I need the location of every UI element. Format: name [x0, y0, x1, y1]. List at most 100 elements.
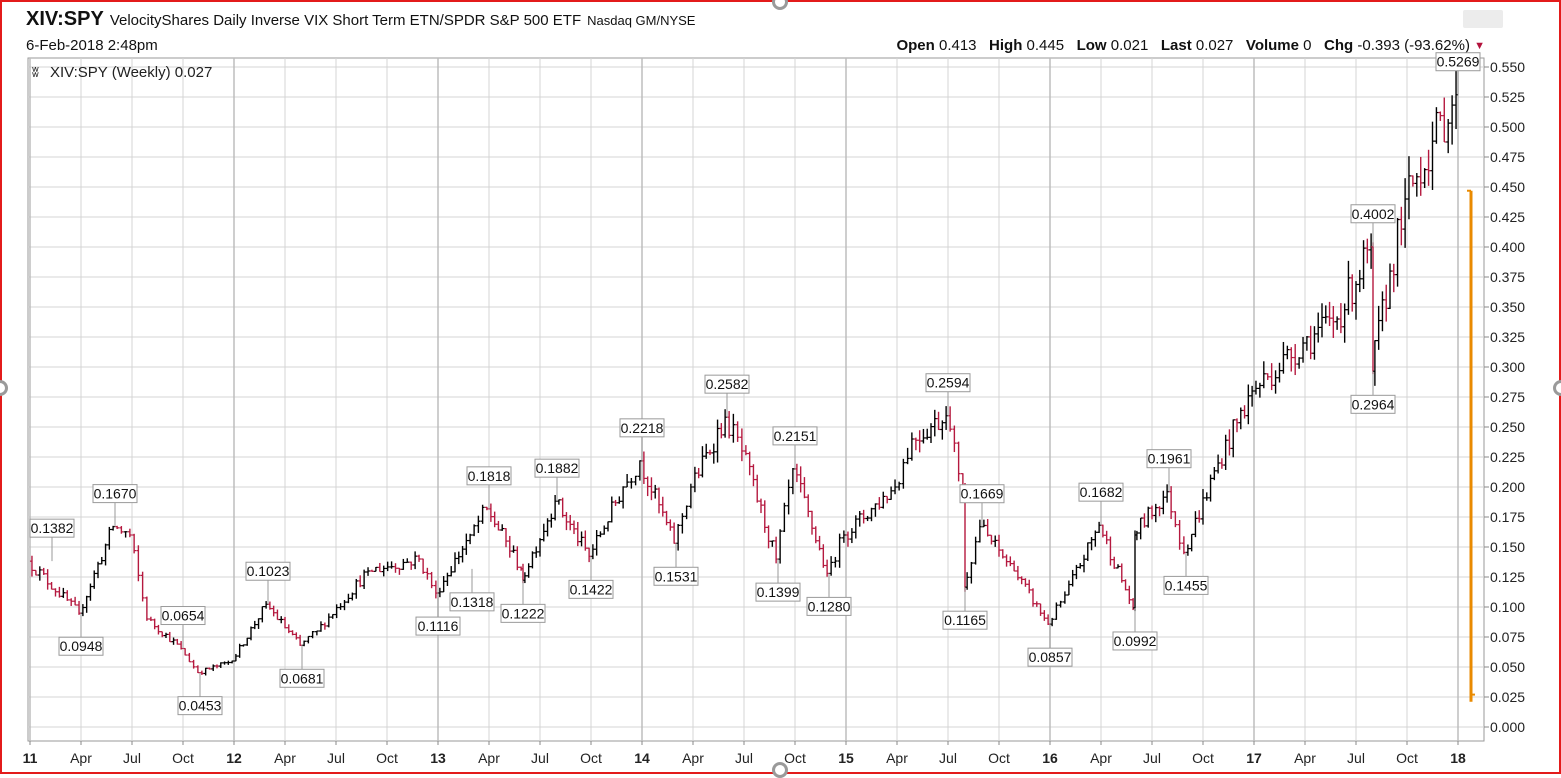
price-bar — [1146, 506, 1151, 528]
price-bar — [226, 660, 231, 665]
price-bar — [476, 515, 481, 533]
price-annotation: 0.1531 — [653, 543, 699, 586]
price-bar — [1269, 363, 1274, 391]
price-bar — [515, 546, 520, 571]
price-bar — [609, 496, 614, 523]
resize-handle-bottom[interactable] — [772, 762, 788, 778]
price-bar — [751, 464, 756, 487]
annotation-label: 0.0453 — [179, 698, 222, 714]
price-bar — [1250, 385, 1255, 407]
price-bar — [1177, 520, 1182, 550]
price-bar — [708, 449, 712, 456]
price-bar — [1189, 533, 1194, 552]
y-tick-label: 0.500 — [1490, 119, 1525, 135]
price-bar — [1134, 530, 1139, 541]
price-bar — [617, 496, 622, 504]
x-tick-label: Apr — [1294, 750, 1316, 766]
price-bar — [1212, 467, 1217, 481]
price-bar — [1027, 579, 1032, 594]
y-tick-label: 0.350 — [1490, 299, 1525, 315]
price-bar — [530, 551, 535, 569]
price-bar — [73, 596, 78, 606]
price-bar — [873, 503, 878, 517]
y-tick-label: 0.000 — [1490, 719, 1525, 735]
price-bar — [1406, 156, 1411, 220]
price-annotation: 0.0948 — [58, 613, 104, 656]
price-bar — [602, 525, 607, 535]
annotation-box — [58, 636, 104, 656]
price-annotation: 0.0992 — [1112, 607, 1158, 651]
price-bar — [245, 637, 250, 646]
resize-handle-top[interactable] — [772, 0, 788, 10]
y-tick-label: 0.200 — [1490, 479, 1525, 495]
x-tick-label: Jul — [123, 750, 141, 766]
price-bar — [1395, 217, 1400, 287]
annotation-box — [500, 603, 546, 623]
annotation-box — [1078, 482, 1124, 502]
price-bar — [1161, 490, 1166, 515]
y-tick-label: 0.100 — [1490, 599, 1525, 615]
annotation-box — [1112, 631, 1158, 651]
price-bar — [377, 562, 382, 573]
price-bar — [1066, 580, 1071, 596]
price-bar — [1193, 511, 1198, 538]
price-bar — [869, 507, 874, 522]
price-bar — [1450, 95, 1455, 145]
price-bar — [1312, 326, 1317, 360]
price-bar — [925, 428, 930, 440]
annotation-label: 0.0654 — [162, 608, 205, 624]
price-bar — [1093, 530, 1098, 547]
y-tick-label: 0.150 — [1490, 539, 1525, 555]
y-tick-label: 0.450 — [1490, 179, 1525, 195]
price-bar — [837, 533, 842, 568]
price-bar — [369, 569, 374, 572]
price-bar — [507, 535, 512, 558]
price-bar — [207, 667, 212, 670]
price-bar — [731, 413, 736, 443]
price-bar — [940, 420, 945, 440]
price-bar — [1138, 517, 1143, 540]
annotation-box — [245, 561, 291, 581]
resize-handle-left[interactable] — [0, 380, 8, 396]
price-bar — [849, 528, 854, 544]
price-bar — [921, 428, 926, 444]
price-bar — [1208, 474, 1213, 502]
price-bar — [1223, 434, 1228, 470]
price-bar — [901, 458, 906, 489]
annotation-box — [925, 373, 971, 393]
price-annotation: 0.2582 — [704, 374, 750, 418]
open-label: Open — [896, 37, 935, 54]
price-bar — [322, 622, 327, 630]
price-bar — [1277, 362, 1282, 383]
annotation-box — [177, 696, 223, 716]
annotation-box — [29, 518, 75, 538]
y-tick-label: 0.025 — [1490, 689, 1525, 705]
price-annotation: 0.1222 — [500, 580, 546, 623]
price-bar — [653, 484, 658, 499]
annotation-label: 0.2594 — [927, 375, 970, 391]
price-bar — [621, 486, 626, 509]
x-tick-label: Oct — [988, 750, 1010, 766]
price-bar — [1042, 610, 1047, 621]
resize-handle-right[interactable] — [1553, 380, 1561, 396]
y-tick-label: 0.425 — [1490, 209, 1525, 225]
price-bar — [1376, 305, 1381, 350]
price-bar — [1227, 429, 1232, 456]
price-bar — [275, 609, 280, 621]
price-bar — [330, 613, 335, 619]
x-tick-label: Oct — [172, 750, 194, 766]
y-tick-label: 0.400 — [1490, 239, 1525, 255]
price-bar — [1285, 345, 1290, 360]
price-bar — [1261, 361, 1266, 389]
annotation-label: 0.1422 — [570, 581, 613, 597]
price-bar — [256, 618, 261, 629]
price-bar — [167, 631, 172, 643]
price-bar — [148, 616, 153, 622]
price-bar — [413, 551, 418, 570]
price-bar — [735, 421, 740, 442]
price-bar — [813, 526, 818, 544]
price-bar — [877, 497, 882, 510]
price-bar — [472, 524, 477, 537]
price-annotation: 0.1023 — [245, 561, 291, 605]
volume-label: Volume — [1245, 37, 1299, 54]
